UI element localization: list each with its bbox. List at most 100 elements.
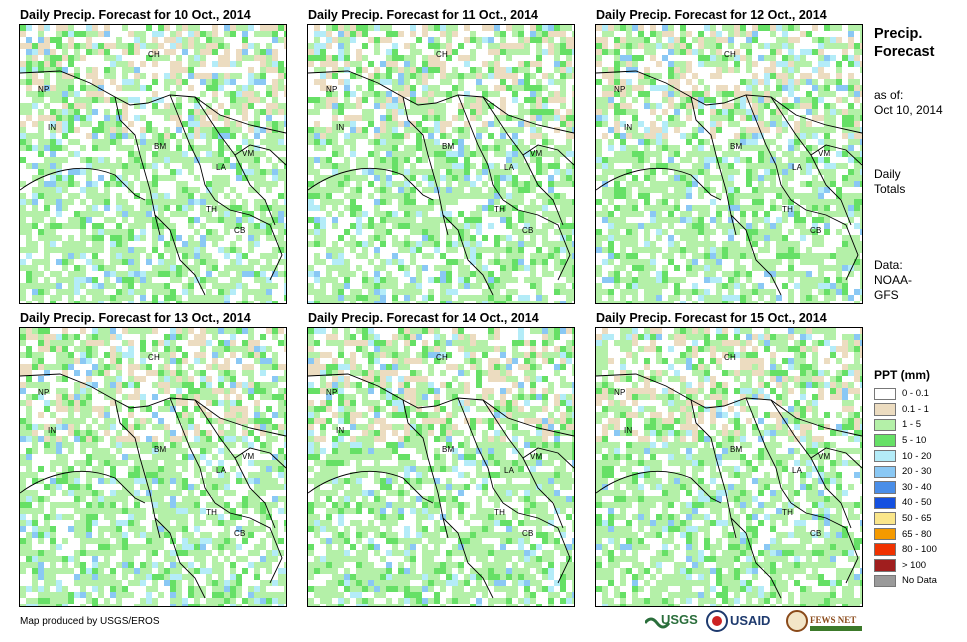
label-bm: BM: [730, 142, 743, 151]
label-vm: VM: [242, 452, 255, 461]
legend-item: 40 - 50: [874, 495, 937, 511]
legend-item: > 100: [874, 558, 937, 574]
panel-2-map: CH NP IN BM VM LA TH CB: [307, 24, 575, 304]
legend-item: 30 - 40: [874, 480, 937, 496]
label-np: NP: [614, 388, 626, 397]
legend-swatch: [874, 449, 896, 463]
as-of-label: as of:: [874, 88, 904, 102]
label-in: IN: [48, 123, 57, 132]
legend-rows: 0 - 0.1 0.1 - 1 1 - 5 5 - 10 10 - 20 20 - 30 3…: [874, 386, 937, 589]
panel-3-map: CH NP IN BM VM LA TH CB: [595, 24, 863, 304]
legend-item: 0 - 0.1: [874, 386, 937, 402]
label-th: TH: [782, 508, 794, 517]
legend-swatch: [874, 512, 896, 525]
legend-item: 0.1 - 1: [874, 402, 937, 418]
label-in: IN: [336, 123, 345, 132]
panel-6-map: CH NP IN BM VM LA TH CB: [595, 327, 863, 607]
legend-label: 5 - 10: [902, 435, 927, 447]
label-vm: VM: [818, 149, 831, 158]
label-cb: CB: [810, 226, 822, 235]
legend-item: 65 - 80: [874, 526, 937, 542]
fewsnet-logo-icon: FEWS NET: [786, 610, 862, 632]
legend-item: 10 - 20: [874, 448, 937, 464]
legend-swatch: [874, 434, 896, 447]
legend-item: 20 - 30: [874, 464, 937, 480]
legend-label: 1 - 5: [902, 419, 922, 431]
data-source-line1: Data:: [874, 258, 903, 272]
panel-2-raster: [308, 25, 574, 303]
label-la: LA: [792, 163, 803, 172]
label-th: TH: [206, 508, 218, 517]
sidebar-title-line2: Forecast: [874, 44, 935, 60]
panel-5-title: Daily Precip. Forecast for 14 Oct., 2014: [308, 311, 539, 325]
label-bm: BM: [442, 142, 455, 151]
usgs-logo-icon: USGS: [643, 612, 698, 629]
legend-label: 50 - 65: [902, 513, 932, 525]
label-ch: CH: [724, 50, 736, 59]
label-bm: BM: [442, 445, 455, 454]
usgs-logo: USGS: [643, 609, 703, 638]
label-la: LA: [792, 466, 803, 475]
panel-3-raster: [596, 25, 862, 303]
legend-item: 50 - 65: [874, 511, 937, 527]
legend-swatch: [874, 559, 896, 572]
usaid-logo: USAID: [706, 609, 782, 642]
legend-label: 30 - 40: [902, 481, 932, 493]
usgs-logo-text: USGS: [661, 612, 698, 627]
panel-1-title: Daily Precip. Forecast for 10 Oct., 2014: [20, 8, 251, 22]
legend-swatch: [874, 418, 896, 432]
data-source-block: Data: NOAA- GFS: [874, 258, 912, 303]
label-np: NP: [38, 85, 50, 94]
label-la: LA: [216, 466, 227, 475]
label-vm: VM: [530, 452, 543, 461]
label-bm: BM: [154, 142, 167, 151]
panel-1-map: CH NP IN BM VM LA TH CB: [19, 24, 287, 304]
panel-5-raster: [308, 328, 574, 606]
as-of-date: Oct 10, 2014: [874, 103, 943, 117]
totals-line1: Daily: [874, 167, 901, 181]
label-cb: CB: [522, 529, 534, 538]
label-cb: CB: [522, 226, 534, 235]
legend-label: No Data: [902, 575, 937, 587]
panel-1-raster: [20, 25, 286, 303]
legend-swatch: [874, 574, 896, 588]
label-bm: BM: [730, 445, 743, 454]
legend-label: 40 - 50: [902, 497, 932, 509]
label-np: NP: [326, 388, 338, 397]
sidebar-title: Precip. Forecast: [874, 25, 934, 61]
legend-swatch: [874, 387, 896, 401]
panel-6-raster: [596, 328, 862, 606]
panel-2-title: Daily Precip. Forecast for 11 Oct., 2014: [308, 8, 538, 22]
legend-label: 0.1 - 1: [902, 403, 929, 415]
label-ch: CH: [436, 353, 448, 362]
label-cb: CB: [810, 529, 822, 538]
label-th: TH: [782, 205, 794, 214]
label-th: TH: [494, 205, 506, 214]
panel-4-title: Daily Precip. Forecast for 13 Oct., 2014: [20, 311, 251, 325]
sidebar-title-line1: Precip.: [874, 26, 923, 42]
legend-swatch: [874, 527, 896, 541]
legend-label: 80 - 100: [902, 544, 937, 556]
map-credit: Map produced by USGS/EROS: [20, 616, 160, 627]
panel-4-map: CH NP IN BM VM LA TH CB: [19, 327, 287, 607]
label-ch: CH: [148, 353, 160, 362]
legend-label: 10 - 20: [902, 450, 932, 462]
panel-5-map: CH NP IN BM VM LA TH CB: [307, 327, 575, 607]
fewsnet-logo: FEWS NET: [786, 609, 866, 642]
label-in: IN: [336, 426, 345, 435]
legend-label: > 100: [902, 559, 927, 571]
label-np: NP: [326, 85, 338, 94]
label-ch: CH: [436, 50, 448, 59]
legend-item: No Data: [874, 573, 937, 589]
legend-title: PPT (mm): [874, 368, 931, 382]
as-of-block: as of: Oct 10, 2014: [874, 88, 943, 118]
label-th: TH: [206, 205, 218, 214]
legend-item: 5 - 10: [874, 433, 937, 449]
label-in: IN: [48, 426, 57, 435]
legend-swatch: [874, 481, 896, 494]
label-in: IN: [624, 123, 633, 132]
label-la: LA: [216, 163, 227, 172]
totals-block: Daily Totals: [874, 167, 905, 197]
legend-swatch: [874, 465, 896, 479]
label-ch: CH: [148, 50, 160, 59]
